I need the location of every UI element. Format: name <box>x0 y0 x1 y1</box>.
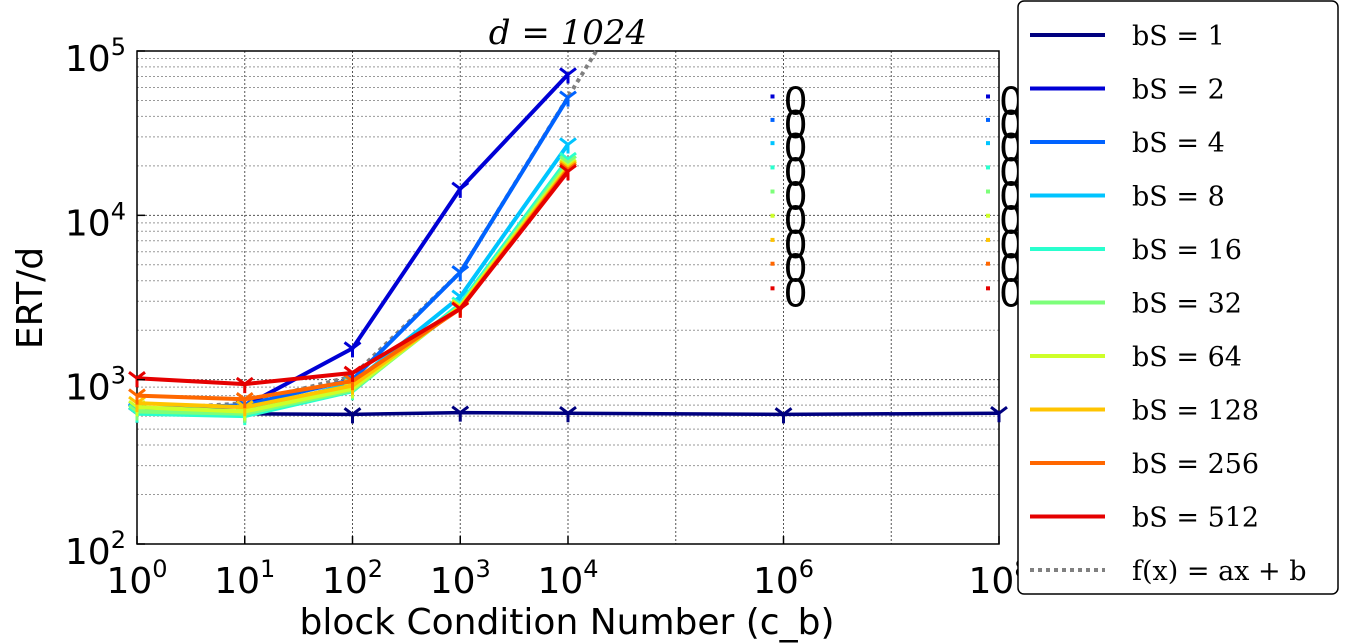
data-point <box>559 90 577 107</box>
data-point <box>451 181 470 198</box>
grid-lines <box>136 51 1000 545</box>
annotation-dot <box>986 141 990 146</box>
annotation-zero: 0 <box>784 271 808 315</box>
annotation-dot <box>770 165 775 170</box>
legend-item: bS = 256 <box>1030 449 1259 480</box>
annotation-dot <box>770 117 775 122</box>
data-point <box>559 137 577 154</box>
legend-label: bS = 1 <box>1132 21 1225 52</box>
x-tick-label: 104 <box>537 555 598 602</box>
annotation-dot <box>770 213 775 218</box>
data-point <box>559 406 577 423</box>
legend-item: bS = 4 <box>1030 128 1225 159</box>
annotation-dot <box>986 237 990 242</box>
legend-item: bS = 1 <box>1030 21 1225 52</box>
annotation-dot <box>770 94 775 99</box>
annotation-zero: 0 <box>784 150 808 194</box>
data-point <box>343 341 362 358</box>
data-point <box>451 265 470 282</box>
y-tick-label: 104 <box>65 197 126 244</box>
x-tick-label: 102 <box>322 555 383 602</box>
data-point <box>559 67 577 84</box>
series-layer <box>128 67 1008 426</box>
data-point <box>559 164 577 181</box>
x-tick-label: 103 <box>430 555 491 602</box>
series-9 <box>128 164 577 394</box>
data-point <box>990 406 1008 423</box>
annotation-zero: 0 <box>784 223 808 267</box>
annotation-dot <box>986 94 990 99</box>
legend-item: bS = 2 <box>1030 75 1225 106</box>
legend-label: bS = 2 <box>1132 75 1225 106</box>
annotation-zero: 0 <box>784 247 808 291</box>
annotation-zero: 0 <box>784 175 808 219</box>
legend-label: bS = 4 <box>1132 128 1225 159</box>
legend-label: bS = 256 <box>1132 449 1259 480</box>
legend-item: bS = 8 <box>1030 182 1225 213</box>
annotation-zero: 0 <box>784 199 808 243</box>
x-tick-label: 101 <box>214 555 275 602</box>
legend: bS = 1 bS = 2 bS = 4 bS = 8 bS = 16 bS = 32 bS… <box>1017 0 1339 595</box>
legend-box <box>1017 0 1339 595</box>
annotation-zero: 0 <box>784 79 808 123</box>
legend-item: bS = 128 <box>1030 396 1259 427</box>
annotation-dot <box>986 117 990 122</box>
annotation-dot <box>770 286 775 291</box>
annotation-dot <box>986 261 990 266</box>
fit-line-layer <box>136 49 599 413</box>
legend-item: bS = 32 <box>1030 289 1242 320</box>
x-tick-labels: 100101102103104106108 <box>106 536 1030 602</box>
legend-label: bS = 16 <box>1132 235 1242 266</box>
legend-item: bS = 512 <box>1030 503 1259 534</box>
legend-label: bS = 8 <box>1132 182 1225 213</box>
fit-line <box>136 49 599 413</box>
legend-label: bS = 64 <box>1132 342 1242 373</box>
annotation-dot <box>770 237 775 242</box>
legend-label: bS = 512 <box>1132 503 1259 534</box>
x-tick-label: 106 <box>753 555 814 602</box>
annotation-dot <box>986 165 990 170</box>
legend-item: f(x) = ax + b <box>1030 556 1306 587</box>
data-point <box>235 376 254 394</box>
data-point <box>451 405 470 422</box>
legend-label: bS = 32 <box>1132 289 1242 320</box>
annotation-zero: 0 <box>784 103 808 147</box>
data-point <box>235 392 254 409</box>
annotation-dot <box>770 261 775 266</box>
legend-item: bS = 16 <box>1030 235 1242 266</box>
y-tick-label: 102 <box>65 526 126 573</box>
x-tick-label: 100 <box>106 555 167 602</box>
annotation-dot <box>986 213 990 218</box>
annotation-dot <box>770 141 775 146</box>
x-axis-label: block Condition Number (c_b) <box>300 602 835 643</box>
legend-label: f(x) = ax + b <box>1132 556 1306 587</box>
chart-title: d = 1024 <box>489 13 647 53</box>
annotation-dot <box>770 189 775 194</box>
data-point <box>343 407 362 424</box>
y-tick-labels: 102 103 104 105 <box>65 33 145 573</box>
legend-label: bS = 128 <box>1132 396 1259 427</box>
legend-item: bS = 64 <box>1030 342 1242 373</box>
data-point <box>451 301 470 318</box>
data-point <box>343 365 362 382</box>
data-point <box>774 407 793 424</box>
annotation-zero: 0 <box>784 126 808 170</box>
annotation-dot <box>986 189 990 194</box>
y-tick-label: 105 <box>65 33 126 80</box>
y-tick-label: 103 <box>65 362 126 409</box>
y-axis-label: ERT/d <box>10 247 51 349</box>
data-point <box>128 388 146 405</box>
annotation-dot <box>986 286 990 291</box>
